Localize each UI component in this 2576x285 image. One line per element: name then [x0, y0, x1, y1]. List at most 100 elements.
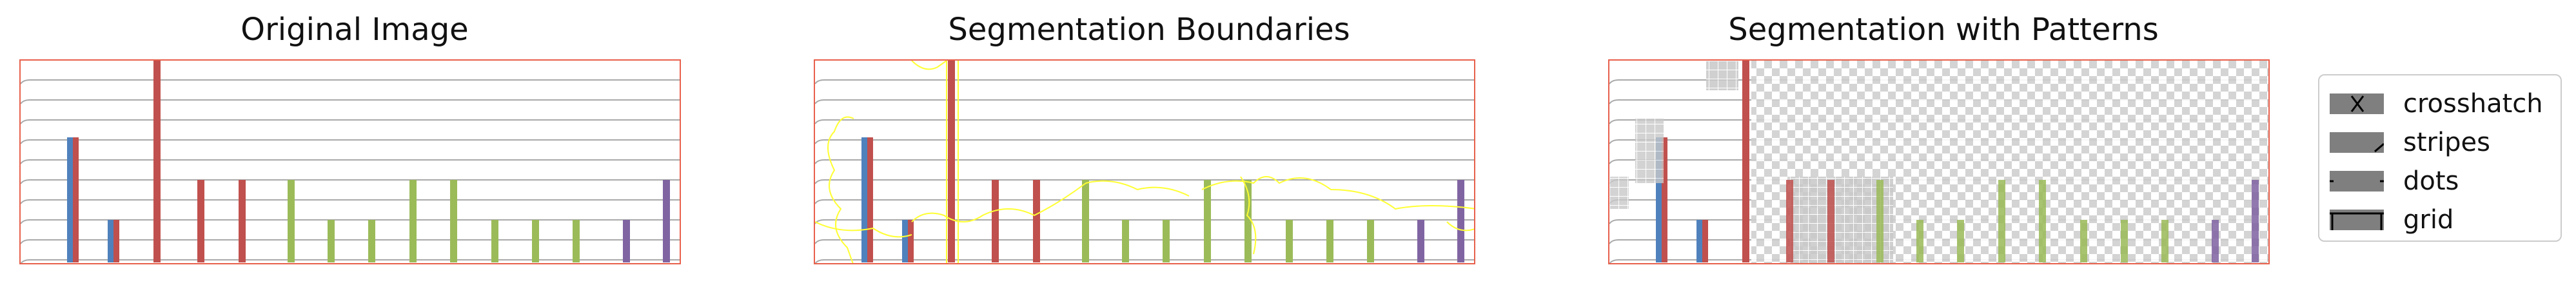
- legend-item-crosshatch: crosshatch: [2330, 88, 2543, 119]
- gridline: [815, 239, 1474, 244]
- patterned-image: [1609, 61, 2268, 263]
- bar: [409, 180, 417, 262]
- gridline: [815, 159, 1474, 164]
- segment-boundary: [815, 221, 912, 238]
- segment-boundary: [827, 116, 854, 263]
- bar-chart-image: [21, 61, 680, 263]
- bar: [1696, 220, 1708, 262]
- legend-item-dots: dots: [2330, 166, 2459, 197]
- image-frame: [814, 59, 1475, 264]
- gridline: [1609, 139, 2268, 144]
- grid-region: [1706, 61, 1738, 90]
- bar: [1122, 220, 1129, 262]
- gridline: [815, 79, 1474, 84]
- bar: [1957, 220, 1964, 262]
- gridline: [815, 99, 1474, 104]
- bar: [1656, 137, 1667, 262]
- segment-boundary: [1446, 221, 1474, 231]
- gridline: [1609, 239, 2268, 244]
- bar: [663, 180, 670, 262]
- gridline: [21, 259, 680, 263]
- gridline: [21, 219, 680, 224]
- bar: [1163, 220, 1170, 262]
- bar: [1286, 220, 1293, 262]
- bar: [2039, 180, 2046, 262]
- gridline: [815, 219, 1474, 224]
- gridline: [815, 179, 1474, 184]
- segment-boundary: [1240, 176, 1257, 255]
- gridline: [815, 139, 1474, 144]
- legend-item-grid: grid: [2330, 204, 2453, 235]
- gridline: [1609, 79, 2268, 84]
- segmented-image: [815, 61, 1474, 263]
- bar: [2212, 220, 2219, 262]
- bar: [948, 61, 955, 262]
- gridline: [21, 139, 680, 144]
- bar: [1417, 220, 1424, 262]
- legend-label: crosshatch: [2403, 89, 2543, 119]
- bar: [1082, 180, 1089, 262]
- bar: [108, 220, 119, 262]
- bar: [902, 220, 914, 262]
- bar: [1742, 61, 1749, 262]
- bar: [1786, 180, 1793, 262]
- legend-label: stripes: [2403, 128, 2490, 157]
- legend-item-stripes: stripes: [2330, 127, 2490, 158]
- bar: [2161, 220, 2168, 262]
- gridline: [1609, 219, 2268, 224]
- bar: [368, 220, 375, 262]
- gridline: [21, 99, 680, 104]
- gridline: [21, 119, 680, 124]
- gridline: [21, 79, 680, 84]
- panel-original: Original Image: [0, 0, 709, 285]
- bar: [623, 220, 630, 262]
- bar: [1244, 180, 1252, 262]
- panel-patterns: Segmentation with Patterns: [1589, 0, 2298, 285]
- bar: [1876, 180, 1883, 262]
- bar: [67, 137, 79, 262]
- gridline: [815, 119, 1474, 124]
- segment-boundary: [911, 61, 947, 70]
- image-frame: [19, 59, 681, 264]
- bar: [288, 180, 295, 262]
- gridline: [815, 199, 1474, 204]
- legend-label: grid: [2403, 205, 2454, 235]
- gridline: [21, 179, 680, 184]
- crosshatch-swatch-icon: [2330, 93, 2384, 114]
- gridline: [1609, 119, 2268, 124]
- gridline: [21, 199, 680, 204]
- grid-swatch-icon: [2330, 210, 2384, 230]
- grid-region: [1609, 177, 1629, 209]
- panel-title: Segmentation with Patterns: [1728, 12, 2159, 48]
- bar: [328, 220, 335, 262]
- bar: [239, 180, 246, 262]
- bar: [1916, 220, 1923, 262]
- bar: [1367, 220, 1374, 262]
- grid-region: [1790, 177, 1893, 263]
- gridline: [21, 159, 680, 164]
- bar: [197, 180, 204, 262]
- bar: [532, 220, 539, 262]
- bar: [1827, 180, 1834, 262]
- gridline: [1609, 159, 2268, 164]
- bar: [153, 61, 161, 262]
- panel-boundaries: Segmentation Boundaries: [794, 0, 1504, 285]
- gridline: [815, 259, 1474, 263]
- bar: [1326, 220, 1333, 262]
- bar: [861, 137, 873, 262]
- grid-region: [1635, 119, 1664, 183]
- bar: [1998, 180, 2005, 262]
- bar: [2080, 220, 2087, 262]
- bar: [2252, 180, 2259, 262]
- bar: [1457, 180, 1464, 262]
- pattern-legend: crosshatch stripes dots grid: [2318, 74, 2562, 242]
- legend-label: dots: [2403, 166, 2459, 196]
- bar: [992, 180, 999, 262]
- bar: [450, 180, 457, 262]
- panel-title: Segmentation Boundaries: [948, 12, 1350, 48]
- bar: [1033, 180, 1040, 262]
- dots-swatch-icon: [2330, 171, 2384, 192]
- bar: [491, 220, 498, 262]
- image-frame: [1608, 59, 2270, 264]
- gridline: [21, 239, 680, 244]
